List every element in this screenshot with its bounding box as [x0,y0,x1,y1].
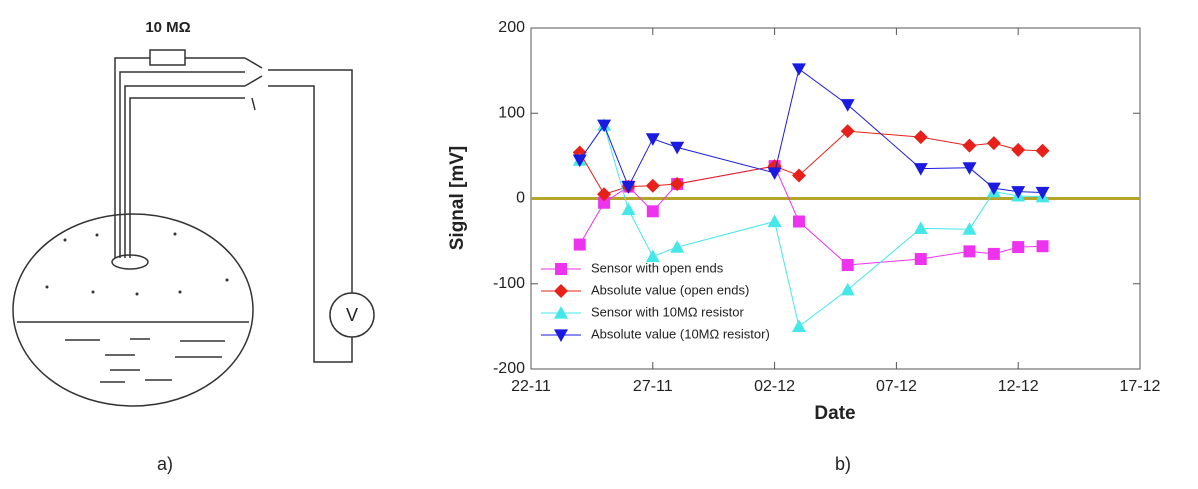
legend-label: Sensor with open ends [591,260,724,275]
legend-label: Absolute value (10MΩ resistor) [591,326,770,341]
y-tick-label: -100 [493,275,525,292]
marker [645,133,660,146]
legend-label: Absolute value (open ends) [591,282,749,297]
marker [791,63,806,76]
liquid-lines [65,338,225,383]
marker [792,215,805,228]
marker [621,202,636,216]
legend-marker [554,329,568,342]
particles [45,232,229,296]
wire [268,85,353,363]
wire [114,57,150,258]
y-tick-label: -200 [493,360,525,377]
marker [913,163,928,176]
resistor [149,49,186,66]
marker [572,154,587,168]
marker [1035,143,1050,158]
x-tick-label: 02-12 [754,378,795,395]
marker [597,119,612,133]
x-tick-label: 22-11 [511,378,551,395]
x-tick-label: 27-11 [633,378,673,395]
switch [244,75,263,87]
legend-marker [554,306,568,319]
marker [645,249,660,263]
wire [268,69,353,293]
x-tick-label: 07-12 [876,378,917,395]
marker [598,196,611,209]
marker [597,187,612,202]
marker [670,177,685,192]
panel-label: b) [835,454,851,474]
vessel [12,213,254,407]
marker [645,178,660,193]
marker [840,124,855,139]
wire [119,71,245,258]
voltmeter [329,292,375,338]
marker [1012,241,1025,254]
marker [914,253,927,266]
switch [244,57,263,69]
switch [251,97,256,111]
marker [962,162,977,175]
panel-label: a) [157,454,173,474]
marker [841,258,854,271]
sensor-tip [111,254,149,270]
marker [840,99,855,112]
legend-marker [555,263,567,275]
x-tick-label: 17-12 [1120,378,1161,395]
marker [840,282,855,296]
marker [670,240,685,253]
y-axis-label: Signal [mV] [447,146,468,251]
marker [987,247,1000,260]
marker [986,136,1001,151]
marker [1035,186,1050,200]
marker [962,138,977,153]
y-tick-label: 100 [498,104,525,121]
series-line [579,68,1043,194]
x-axis-label: Date [814,403,855,424]
marker [621,180,636,194]
marker [670,141,685,155]
legend-marker [554,284,568,298]
wire [124,85,245,258]
resistor-label: 10 MΩ [145,19,190,36]
marker [646,205,659,218]
legend: Sensor with open ends Absolute value (ope… [541,260,770,342]
marker [986,182,1001,196]
wire [129,97,245,258]
marker [1011,186,1026,199]
marker [913,221,928,234]
circuit-diagram: 10 MΩ V a) [12,19,375,474]
marker [913,130,928,145]
meter-label: V [346,305,358,325]
marker [963,245,976,258]
y-tick-label: 200 [498,19,525,36]
marker [791,168,806,183]
marker [1011,142,1026,157]
marker [1036,240,1049,253]
marker [767,167,782,180]
y-tick-label: 0 [516,190,525,207]
chart: b) Date Signal [mV] -200 -100 0 100 200 22-11… [447,19,1161,474]
marker [962,222,977,235]
legend-label: Sensor with 10MΩ resistor [591,304,744,319]
x-tick-label: 12-12 [998,378,1039,395]
marker [573,238,586,251]
marker [791,319,806,332]
marker [767,214,782,228]
